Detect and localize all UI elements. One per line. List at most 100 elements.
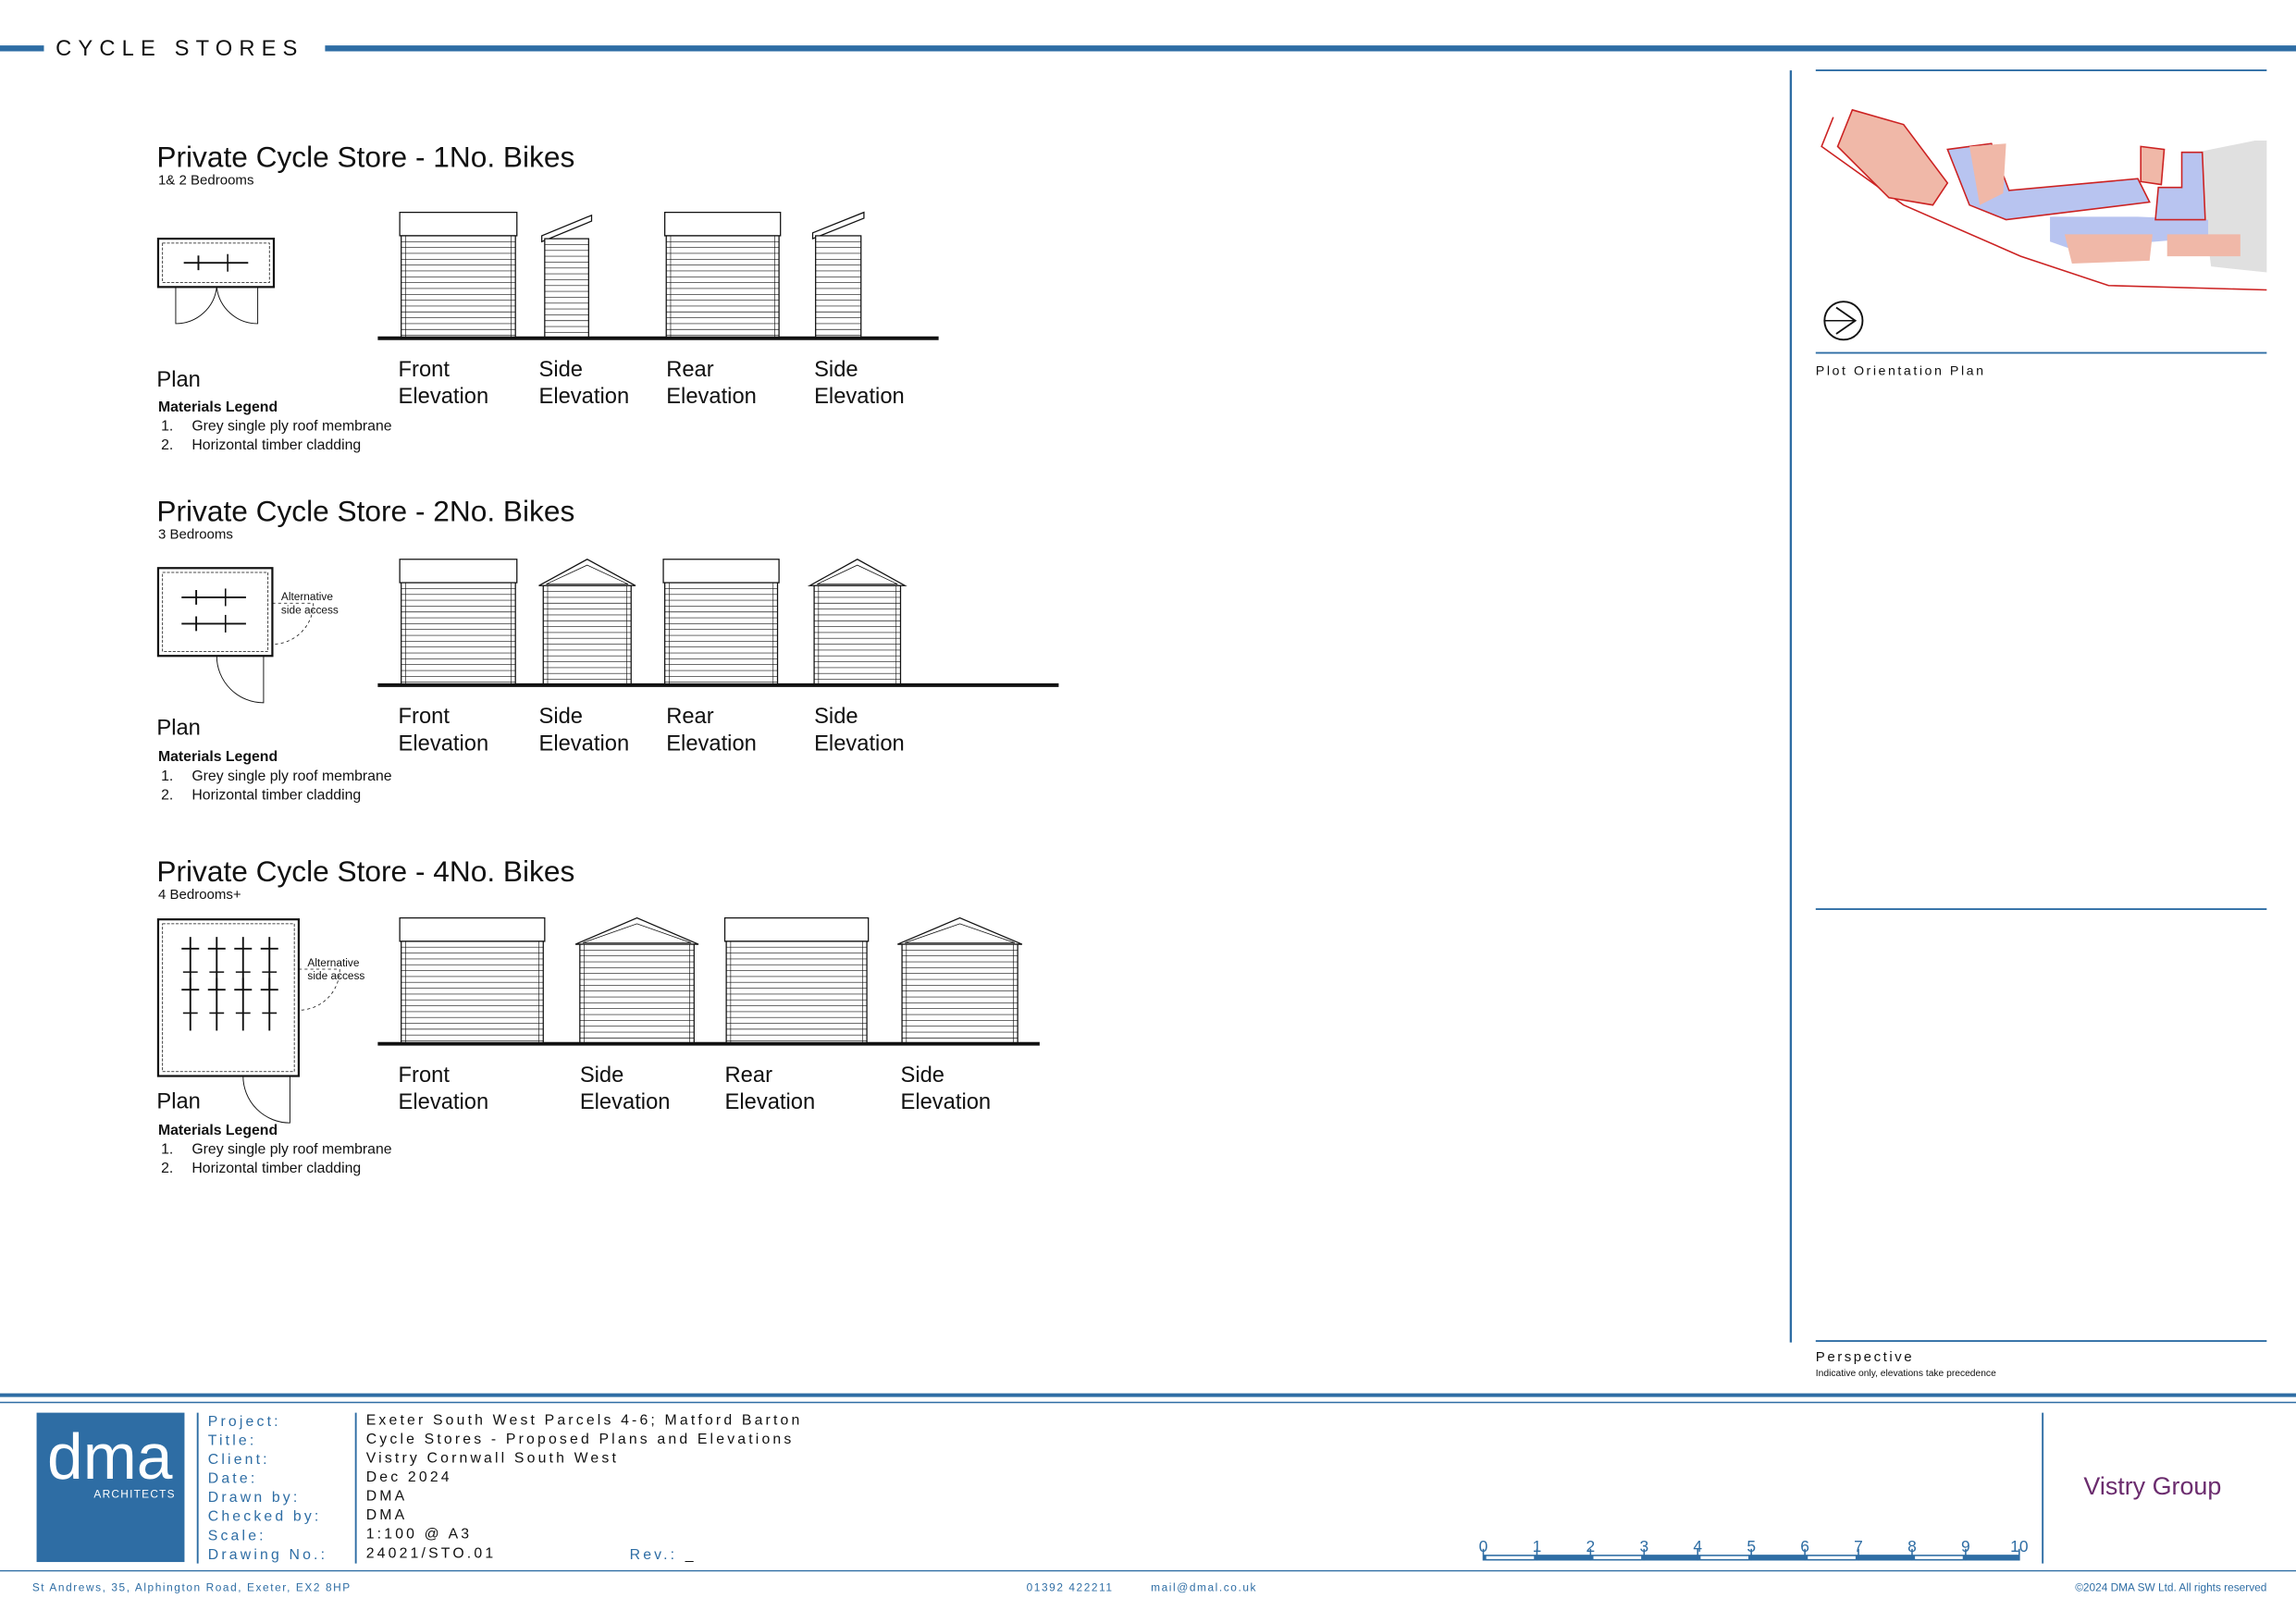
legend-item: Horizontal timber cladding	[191, 437, 361, 453]
door-swing	[216, 656, 265, 704]
roof	[664, 211, 782, 237]
scale-label: 2	[1586, 1537, 1596, 1555]
scale-segment	[1808, 1555, 1856, 1559]
roof-inner	[817, 564, 898, 585]
door-swing	[175, 287, 259, 325]
elevation-label: Elevation	[814, 732, 905, 756]
field-value: Dec 2024	[366, 1469, 452, 1485]
scale-segment	[1915, 1555, 1963, 1559]
elevation-label: Elevation	[399, 385, 489, 409]
roof-inner	[582, 923, 692, 943]
elevation-label: Side	[814, 358, 858, 382]
roof	[399, 211, 518, 237]
legend-number: 2.	[161, 437, 173, 453]
wall	[401, 235, 516, 339]
legend-number: 2.	[161, 787, 173, 803]
elevation-label: Side	[580, 1064, 624, 1088]
elevation-label: Rear	[725, 1064, 773, 1088]
elevation-label: Side	[900, 1064, 944, 1088]
annotation: Alternative	[281, 590, 333, 603]
elevation-label: Rear	[666, 705, 714, 729]
scale-segment	[1700, 1555, 1748, 1559]
door-swing	[242, 1076, 290, 1124]
legend-number: 1.	[161, 768, 173, 784]
field-label: Scale:	[208, 1528, 266, 1543]
footer-copyright: ©2024 DMA SW Ltd. All rights reserved	[2075, 1581, 2266, 1594]
field-value: DMA	[366, 1507, 408, 1523]
field-label: Checked by:	[208, 1509, 322, 1525]
scale-label: 6	[1800, 1537, 1809, 1555]
elevation-label: Elevation	[900, 1090, 991, 1114]
scale-label: 4	[1693, 1537, 1702, 1555]
title-block-dividers	[0, 1412, 2296, 1572]
field-value: DMA	[366, 1489, 408, 1505]
plan-outline	[156, 238, 276, 289]
section-subtitle: 4 Bedrooms+	[158, 887, 241, 903]
roof	[723, 916, 870, 942]
plan-label: Plan	[156, 1089, 201, 1113]
elevation-label: Elevation	[539, 732, 630, 756]
legend-title: Materials Legend	[158, 1123, 278, 1138]
footer-address: St Andrews, 35, Alphington Road, Exeter,…	[32, 1581, 352, 1594]
plan-inner	[162, 572, 269, 652]
section-subtitle: 1& 2 Bedrooms	[158, 173, 254, 189]
scale-label: 1	[1533, 1537, 1542, 1555]
wall	[401, 582, 516, 686]
legend-item: Grey single ply roof membrane	[191, 418, 391, 434]
scale-label: 10	[2010, 1537, 2028, 1555]
elevation-label: Front	[399, 1064, 451, 1088]
roof	[541, 214, 593, 243]
panel-rules	[1815, 69, 2267, 1342]
footer-email: mail@dmal.co.uk	[1151, 1581, 1257, 1594]
legend-item: Grey single ply roof membrane	[191, 768, 391, 784]
wall	[664, 582, 779, 686]
wall	[401, 941, 544, 1045]
elevation-label: Elevation	[666, 732, 757, 756]
annotation: side access	[307, 969, 364, 982]
alt-access	[272, 602, 315, 645]
legend-number: 2.	[161, 1161, 173, 1176]
wall	[901, 943, 1018, 1045]
elevation-label: Side	[539, 705, 584, 729]
elevation-label: Side	[814, 705, 858, 729]
scale-label: 8	[1907, 1537, 1917, 1555]
field-value: 1:100 @ A3	[366, 1527, 473, 1543]
roof	[662, 559, 780, 584]
elevation-label: Elevation	[666, 385, 757, 409]
footer-phone: 01392 422211	[1027, 1581, 1114, 1594]
site-plan	[1821, 108, 2267, 341]
sheet-title: CYCLE STORES	[56, 37, 303, 61]
legend-title: Materials Legend	[158, 749, 278, 765]
scale-label: 7	[1854, 1537, 1863, 1555]
wall	[813, 584, 902, 686]
logo: dma	[47, 1420, 173, 1493]
elevation-label: Elevation	[580, 1090, 671, 1114]
field-label: Date:	[208, 1471, 258, 1487]
wall	[579, 943, 695, 1045]
rev-value: _	[685, 1547, 694, 1563]
plan-label: Plan	[156, 717, 201, 741]
elevation-label: Side	[539, 358, 584, 382]
alt-access	[298, 968, 340, 1011]
roof	[811, 211, 865, 240]
field-value: 24021/STO.01	[366, 1545, 497, 1561]
scale-label: 0	[1479, 1537, 1488, 1555]
scale-segment	[1593, 1555, 1642, 1559]
wall	[544, 238, 589, 339]
plan-inner	[162, 923, 295, 1073]
rev-label: Rev.:	[630, 1547, 678, 1563]
field-value: Exeter South West Parcels 4-6; Matford B…	[366, 1412, 803, 1428]
wall	[725, 941, 868, 1045]
logo-box	[36, 1412, 185, 1563]
scale-label: 3	[1639, 1537, 1648, 1555]
annotation: Alternative	[307, 956, 359, 969]
section-title: Private Cycle Store - 1No. Bikes	[156, 141, 574, 174]
panel-label: Perspective	[1816, 1349, 1914, 1365]
scale-segment	[1486, 1555, 1535, 1559]
wall	[665, 235, 780, 339]
